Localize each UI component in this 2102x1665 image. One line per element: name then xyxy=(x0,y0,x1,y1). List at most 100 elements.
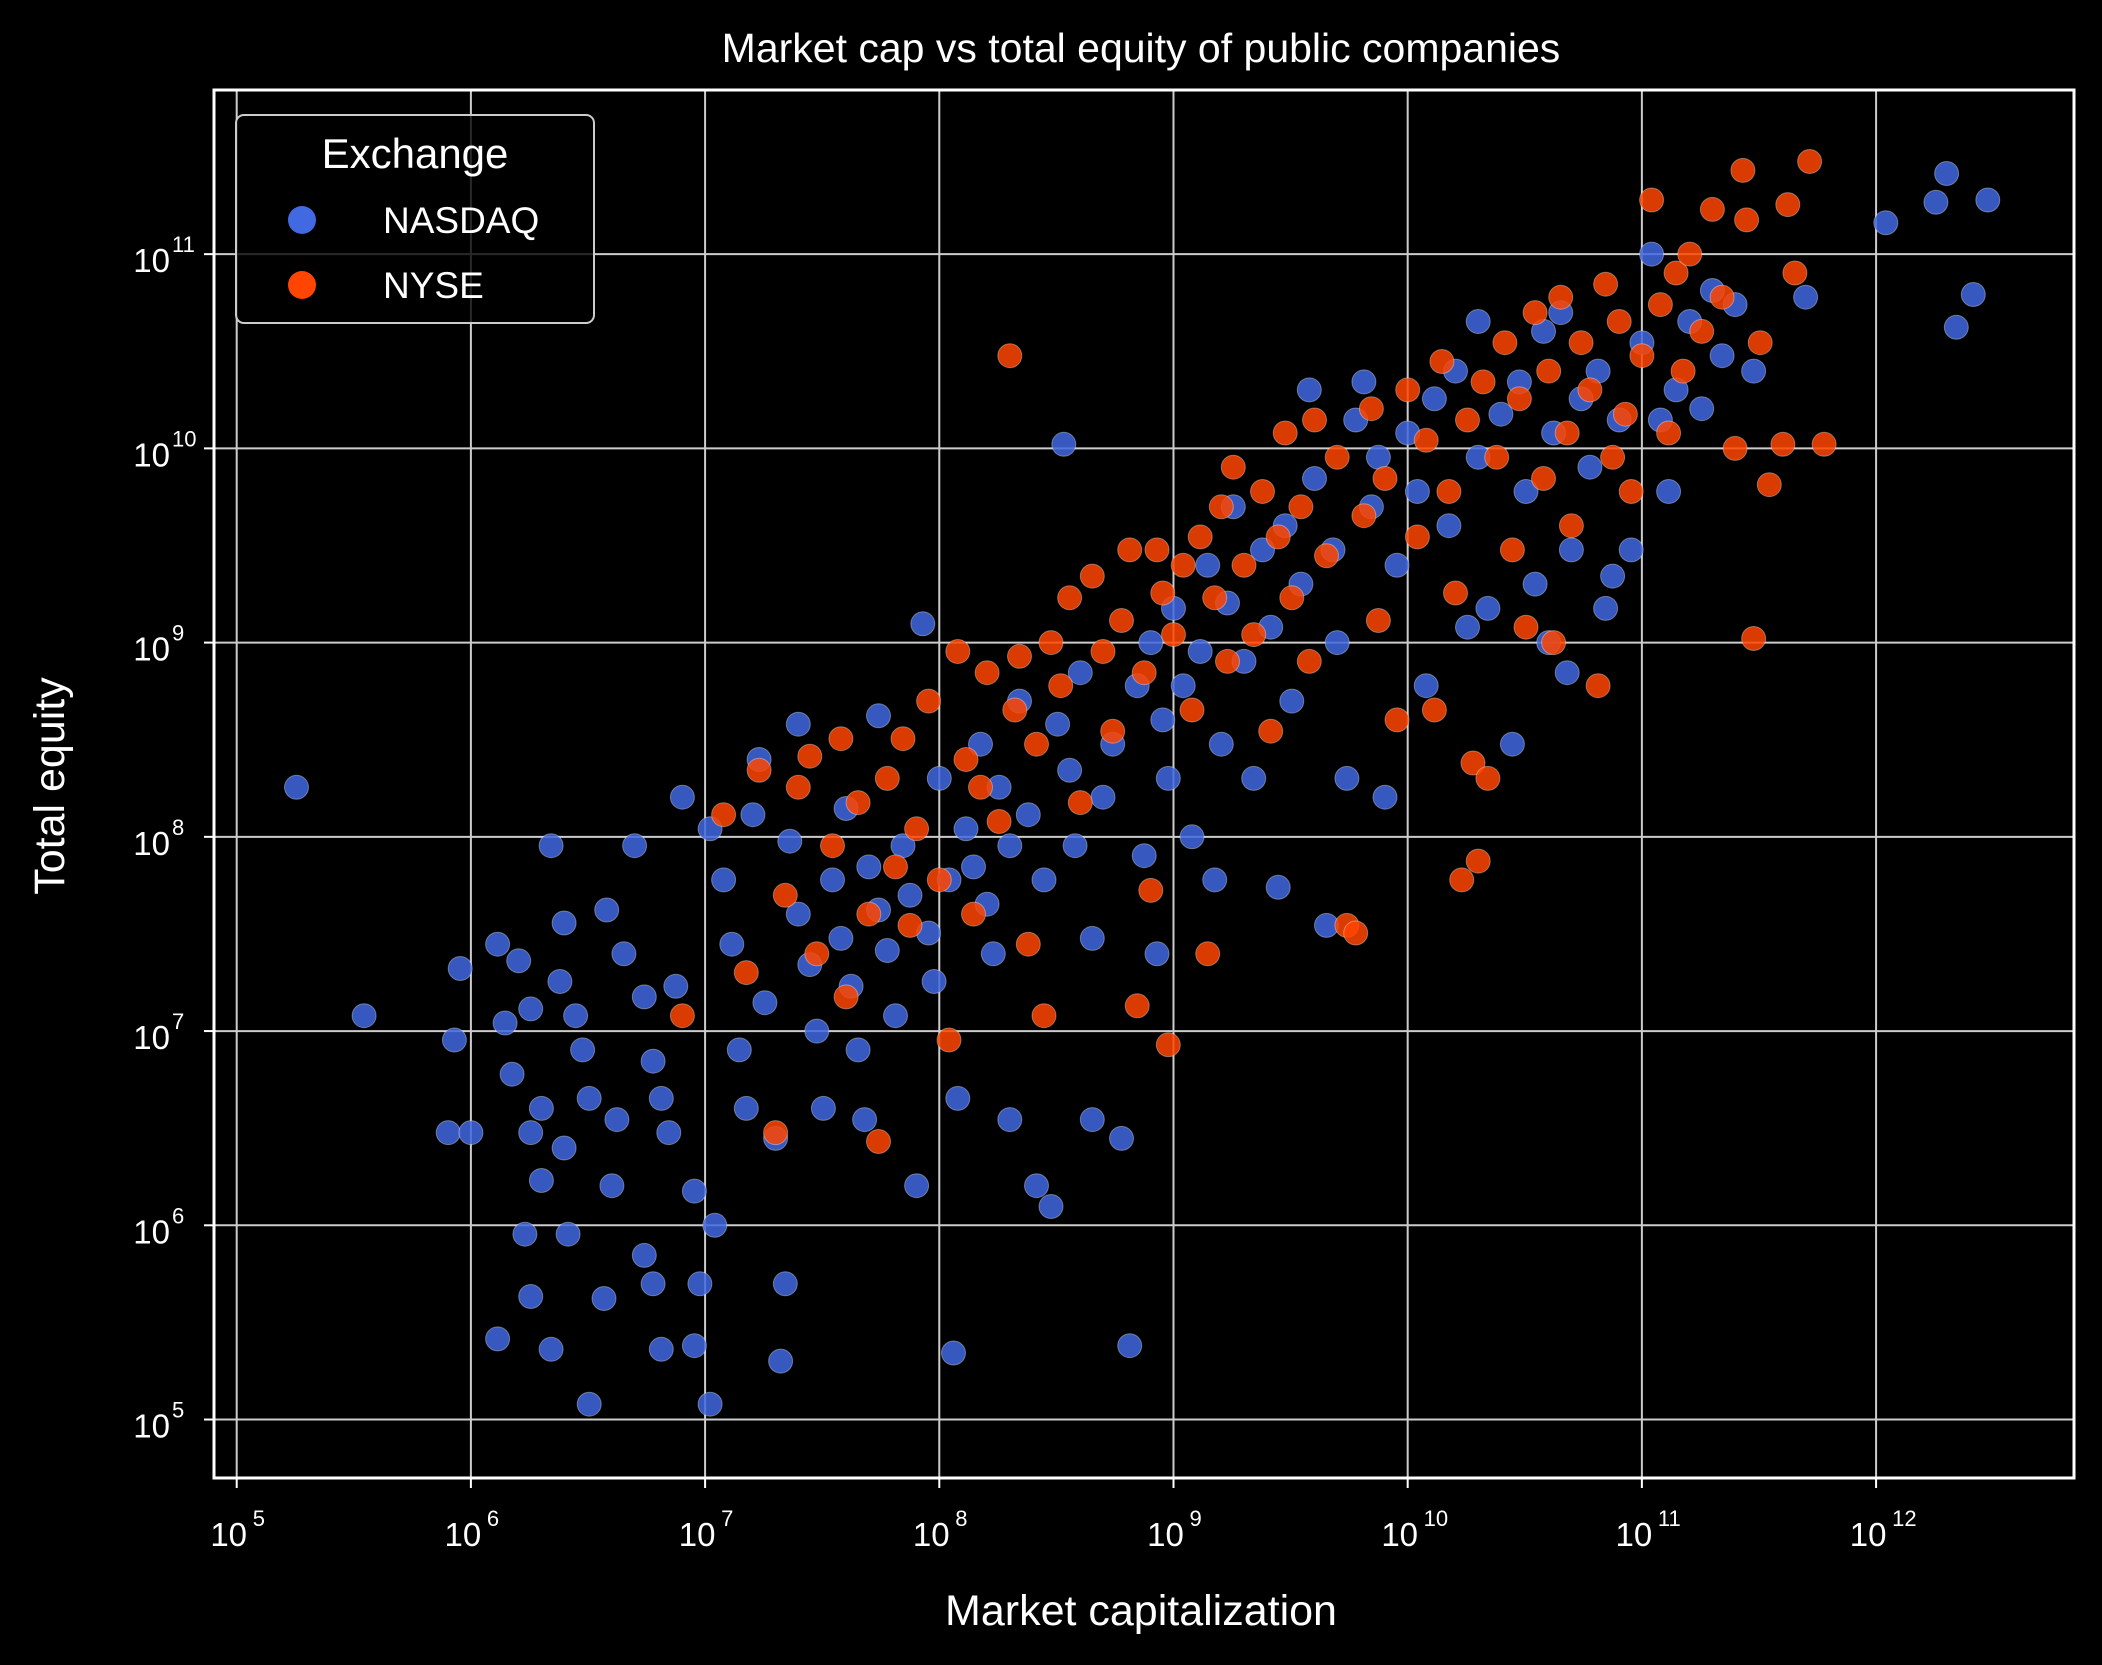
data-point-nasdaq xyxy=(997,833,1023,859)
data-point-nyse xyxy=(733,960,759,986)
data-point-nasdaq xyxy=(551,910,577,936)
data-point-nasdaq xyxy=(1155,765,1181,791)
data-point-nasdaq xyxy=(980,941,1006,967)
data-point-nasdaq xyxy=(904,1173,930,1199)
legend-title: Exchange xyxy=(322,130,509,177)
data-point-nyse xyxy=(1250,479,1275,504)
data-point-nyse xyxy=(1699,196,1725,222)
data-point-nasdaq xyxy=(528,1168,554,1193)
x-tick-label: 10 6 xyxy=(445,1506,500,1553)
data-point-nasdaq xyxy=(576,1085,602,1111)
x-tick-label: 10 7 xyxy=(679,1506,734,1553)
data-point-nyse xyxy=(1663,260,1689,286)
data-point-nyse xyxy=(1612,401,1638,427)
data-point-nyse xyxy=(1079,563,1105,589)
data-point-nasdaq xyxy=(447,956,473,981)
data-point-nasdaq xyxy=(1179,824,1205,850)
data-point-nasdaq xyxy=(547,969,573,994)
data-point-nasdaq xyxy=(492,1010,518,1036)
data-point-nyse xyxy=(945,639,971,664)
data-point-nyse xyxy=(1782,260,1808,286)
data-point-nyse xyxy=(1600,444,1626,470)
x-tick-base: 10 xyxy=(1616,1516,1653,1553)
data-point-nasdaq xyxy=(538,833,564,859)
data-point-nasdaq xyxy=(953,816,979,842)
data-point-nyse xyxy=(1195,941,1221,967)
data-point-nyse xyxy=(936,1027,962,1053)
data-point-nasdaq xyxy=(499,1061,525,1087)
data-point-nasdaq xyxy=(777,828,803,854)
data-point-nasdaq xyxy=(648,1085,674,1111)
data-point-nyse xyxy=(1593,271,1619,297)
data-point-nyse xyxy=(1296,648,1322,674)
data-point-nasdaq xyxy=(591,1286,617,1311)
data-point-nyse xyxy=(1124,993,1150,1019)
data-point-nasdaq xyxy=(1334,765,1360,791)
data-point-nasdaq xyxy=(740,802,766,828)
data-point-nyse xyxy=(1554,420,1580,446)
x-axis-ticks: 10 5 10 6 10 7 10 8 10 9 10 10 10 11 10 12 xyxy=(210,1478,1917,1553)
y-tick-base: 10 xyxy=(133,1408,170,1445)
data-point-nasdaq xyxy=(1067,660,1093,686)
data-point-nasdaq xyxy=(1131,843,1157,869)
data-point-nasdaq xyxy=(1488,401,1514,427)
data-point-nyse xyxy=(1131,660,1157,686)
data-point-nyse xyxy=(1460,750,1486,776)
data-point-nasdaq xyxy=(1150,707,1176,733)
data-point-nasdaq xyxy=(711,867,737,893)
data-point-nyse xyxy=(1395,377,1421,403)
data-point-nyse xyxy=(1302,407,1327,433)
x-tick-base: 10 xyxy=(445,1516,482,1553)
data-point-nasdaq xyxy=(1057,757,1083,783)
data-point-nasdaq xyxy=(640,1271,666,1297)
data-point-nasdaq xyxy=(1421,386,1447,412)
data-point-nyse xyxy=(785,774,811,800)
data-point-nyse xyxy=(669,1003,695,1029)
x-tick-exponent: 5 xyxy=(253,1506,265,1531)
data-point-nyse xyxy=(1031,1003,1057,1029)
data-point-nasdaq xyxy=(1384,552,1410,578)
data-point-nasdaq xyxy=(945,1085,971,1111)
data-point-nyse xyxy=(772,882,798,908)
data-point-nasdaq xyxy=(785,711,811,737)
data-point-nasdaq xyxy=(828,925,854,951)
data-point-nasdaq xyxy=(1208,731,1234,757)
data-point-nasdaq xyxy=(631,984,657,1010)
data-point-nyse xyxy=(1756,472,1782,498)
data-point-nasdaq xyxy=(1689,396,1715,422)
data-point-nasdaq xyxy=(604,1107,630,1133)
data-point-nyse xyxy=(1465,848,1491,874)
data-point-nasdaq xyxy=(1577,454,1603,480)
data-point-nasdaq xyxy=(866,703,891,729)
data-point-nyse xyxy=(1265,524,1291,550)
data-point-nyse xyxy=(968,774,993,800)
data-point-nasdaq xyxy=(681,1178,707,1204)
data-point-nyse xyxy=(804,941,830,967)
data-point-nyse xyxy=(1002,697,1028,723)
data-point-nasdaq xyxy=(284,774,309,800)
data-point-nasdaq xyxy=(1045,711,1071,737)
data-point-nasdaq xyxy=(785,901,811,927)
data-point-nyse xyxy=(974,660,1000,686)
data-point-nyse xyxy=(1656,420,1682,446)
data-point-nasdaq xyxy=(910,611,936,637)
data-point-nasdaq xyxy=(719,931,745,957)
data-point-nasdaq xyxy=(1522,571,1548,597)
data-point-nyse xyxy=(866,1129,891,1154)
data-point-nasdaq xyxy=(845,1037,871,1063)
data-point-nasdaq xyxy=(1109,1125,1134,1151)
data-point-nyse xyxy=(1007,643,1032,669)
data-point-nasdaq xyxy=(697,1391,723,1417)
data-point-nyse xyxy=(1144,537,1170,563)
x-tick-exponent: 8 xyxy=(955,1506,967,1531)
data-point-nasdaq xyxy=(1413,673,1439,699)
data-point-nyse xyxy=(1324,444,1350,470)
data-point-nasdaq xyxy=(1793,284,1819,310)
data-point-nasdaq xyxy=(1138,630,1164,656)
x-tick-base: 10 xyxy=(1381,1516,1418,1553)
data-point-nyse xyxy=(711,802,737,828)
data-point-nyse xyxy=(1770,431,1796,457)
data-point-nasdaq xyxy=(631,1242,657,1268)
